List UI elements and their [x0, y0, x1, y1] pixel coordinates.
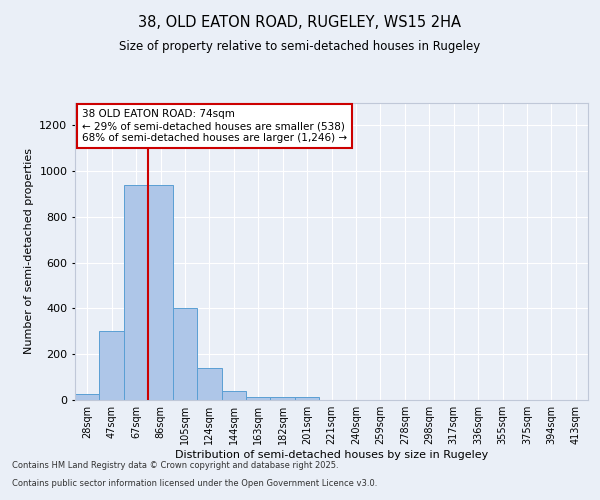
Bar: [197, 368, 221, 400]
Text: Size of property relative to semi-detached houses in Rugeley: Size of property relative to semi-detach…: [119, 40, 481, 53]
Bar: [173, 308, 197, 400]
Bar: [221, 391, 246, 400]
Bar: [148, 185, 173, 400]
Y-axis label: Number of semi-detached properties: Number of semi-detached properties: [23, 148, 34, 354]
Bar: [295, 396, 319, 400]
Text: Contains public sector information licensed under the Open Government Licence v3: Contains public sector information licen…: [12, 478, 377, 488]
Text: Contains HM Land Registry data © Crown copyright and database right 2025.: Contains HM Land Registry data © Crown c…: [12, 461, 338, 470]
Bar: [271, 396, 295, 400]
Text: 38 OLD EATON ROAD: 74sqm
← 29% of semi-detached houses are smaller (538)
68% of : 38 OLD EATON ROAD: 74sqm ← 29% of semi-d…: [82, 110, 347, 142]
Text: 38, OLD EATON ROAD, RUGELEY, WS15 2HA: 38, OLD EATON ROAD, RUGELEY, WS15 2HA: [139, 15, 461, 30]
Bar: [124, 185, 148, 400]
Bar: [75, 394, 100, 400]
Bar: [246, 396, 271, 400]
X-axis label: Distribution of semi-detached houses by size in Rugeley: Distribution of semi-detached houses by …: [175, 450, 488, 460]
Bar: [100, 332, 124, 400]
